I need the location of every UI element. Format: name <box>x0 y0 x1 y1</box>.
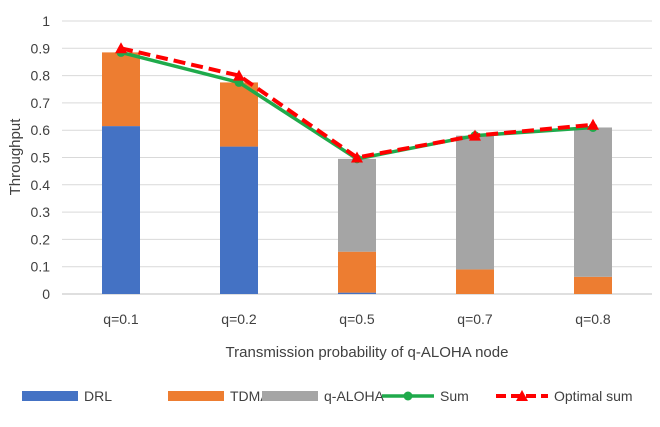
bar-segment-q-aloha <box>574 127 612 277</box>
y-axis-ticks: 0 0.1 0.2 0.3 0.4 0.5 0.6 0.7 0.8 0.9 1 <box>31 13 51 302</box>
bar-segment-tdma <box>338 251 376 293</box>
y-tick-label: 0.8 <box>31 68 51 84</box>
x-tick-label: q=0.1 <box>103 311 139 327</box>
bar-segment-tdma <box>102 52 140 127</box>
y-tick-label: 0.7 <box>31 95 51 111</box>
y-tick-label: 1 <box>42 13 50 29</box>
legend-label-sum: Sum <box>440 388 469 404</box>
legend-label-q-aloha: q-ALOHA <box>324 388 385 404</box>
legend-marker-sum <box>403 391 413 401</box>
bar-segment-drl <box>220 146 258 294</box>
legend-marker-optimal-sum <box>516 390 528 401</box>
x-tick-label: q=0.8 <box>575 311 611 327</box>
bar-segment-q-aloha <box>456 135 494 270</box>
stacked-bars <box>102 52 612 294</box>
optimal-sum-marker <box>469 129 481 141</box>
bar-segment-q-aloha <box>338 158 376 252</box>
sum-lines <box>115 42 599 164</box>
y-tick-label: 0.9 <box>31 40 51 56</box>
optimal-sum-marker <box>587 118 599 130</box>
y-tick-label: 0.2 <box>31 231 51 247</box>
optimal-sum-marker <box>351 151 363 163</box>
y-tick-label: 0.5 <box>31 150 51 166</box>
x-axis-ticks: q=0.1 q=0.2 q=0.5 q=0.7 q=0.8 <box>103 311 611 327</box>
bar-segment-drl <box>338 292 376 294</box>
bar-segment-tdma <box>574 276 612 294</box>
legend: DRL TDMA q-ALOHA Sum Optimal sum <box>22 388 633 404</box>
y-tick-label: 0.4 <box>31 177 51 193</box>
optimal-sum-marker <box>115 42 127 54</box>
x-tick-label: q=0.5 <box>339 311 375 327</box>
y-tick-label: 0.6 <box>31 122 51 138</box>
legend-label-optimal-sum: Optimal sum <box>554 388 633 404</box>
legend-label-tdma: TDMA <box>230 388 270 404</box>
x-tick-label: q=0.7 <box>457 311 493 327</box>
optimal-sum-line <box>120 46 594 160</box>
legend-swatch-tdma <box>168 391 224 401</box>
x-axis-title: Transmission probability of q-ALOHA node <box>226 344 509 361</box>
sum-line <box>120 50 594 161</box>
legend-label-drl: DRL <box>84 388 112 404</box>
y-axis-title: Throughput <box>7 118 24 196</box>
y-tick-label: 0 <box>42 286 50 302</box>
legend-swatch-drl <box>22 391 78 401</box>
bar-segment-tdma <box>456 269 494 294</box>
legend-swatch-q-aloha <box>262 391 318 401</box>
y-tick-label: 0.3 <box>31 204 51 220</box>
bar-segment-tdma <box>220 82 258 147</box>
y-tick-label: 0.1 <box>31 259 51 275</box>
optimal-sum-marker <box>233 69 245 81</box>
x-tick-label: q=0.2 <box>221 311 257 327</box>
bar-segment-drl <box>102 126 140 294</box>
